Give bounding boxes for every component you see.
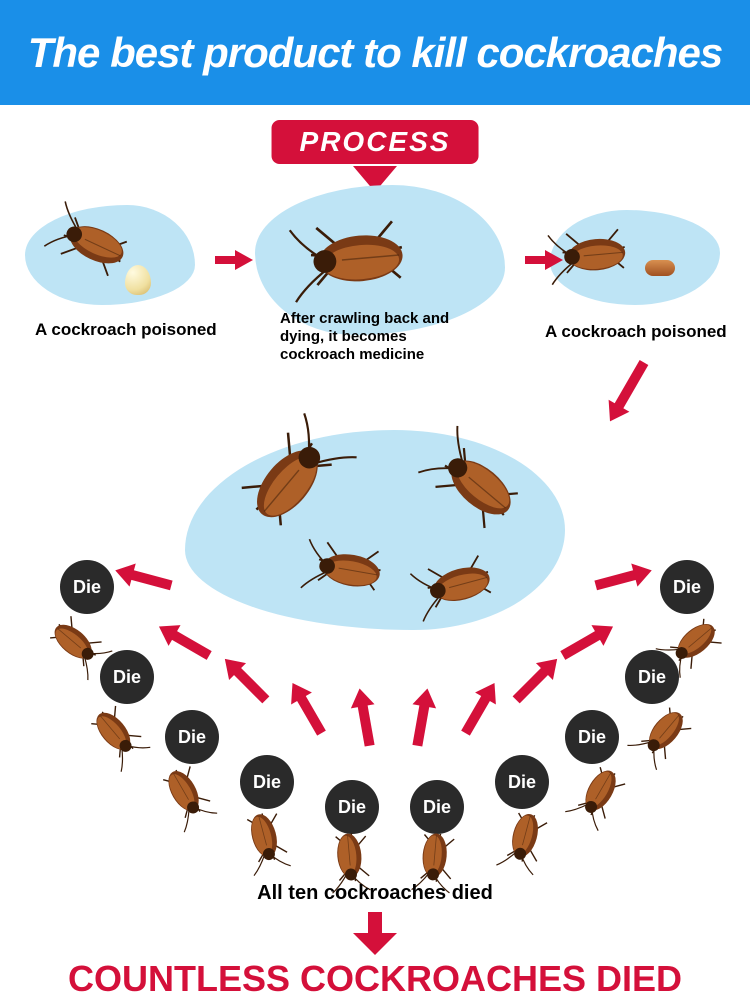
die-badge: Die [60,560,114,614]
arrow-diagonal-icon [560,630,601,660]
die-badge: Die [100,650,154,704]
cockroach-icon [320,835,380,885]
cockroach-icon [55,215,133,279]
die-badge: Die [240,755,294,809]
cockroach-icon [405,835,465,885]
cockroach-icon [235,440,343,526]
caption-stage1-mid: After crawling back and dying, it become… [280,310,470,364]
caption-stage1-left: A cockroach poisoned [35,320,217,340]
cockroach-icon [430,450,526,527]
cockroach-icon [555,225,633,289]
arrow-diagonal-icon [412,703,429,746]
arrow-right-icon [235,250,253,270]
cockroach-icon [495,815,555,865]
die-badge: Die [325,780,379,834]
caption-stage1-right: A cockroach poisoned [545,322,727,342]
arrow-right-icon [545,250,563,270]
arrow-diagonal-icon [357,703,374,746]
arrow-diagonal-icon [233,667,270,704]
cockroach-icon [665,620,725,670]
cockroach-egg-icon [645,260,675,276]
arrow-diagonal-icon [296,694,326,735]
header-title: The best product to kill cockroaches [28,29,723,77]
arrow-diagonal-icon [129,570,172,591]
die-badge: Die [165,710,219,764]
cockroach-icon [235,815,295,865]
cockroach-icon [155,770,215,820]
final-arrow-icon [353,912,397,955]
cockroach-icon [635,710,695,760]
cockroach-icon [45,620,105,670]
cockroach-icon [300,215,414,306]
header-banner: The best product to kill cockroaches [0,0,750,105]
arrow-diagonal-icon [513,667,550,704]
cockroach-icon [420,555,498,619]
arrow-diagonal-icon [170,630,211,660]
die-badge: Die [660,560,714,614]
die-badge: Die [565,710,619,764]
caption-all-died: All ten cockroaches died [0,882,750,905]
die-badge: Die [495,755,549,809]
arrow-diagonal-icon [614,360,649,410]
final-text: COUNTLESS COCKROACHES DIED [0,958,750,1000]
cockroach-icon [310,540,388,604]
process-label: PROCESS [300,126,451,157]
arrow-diagonal-icon [461,694,491,735]
cockroach-icon [570,770,630,820]
process-label-box: PROCESS [272,120,479,164]
arrow-diagonal-icon [594,570,637,591]
cockroach-icon [85,710,145,760]
